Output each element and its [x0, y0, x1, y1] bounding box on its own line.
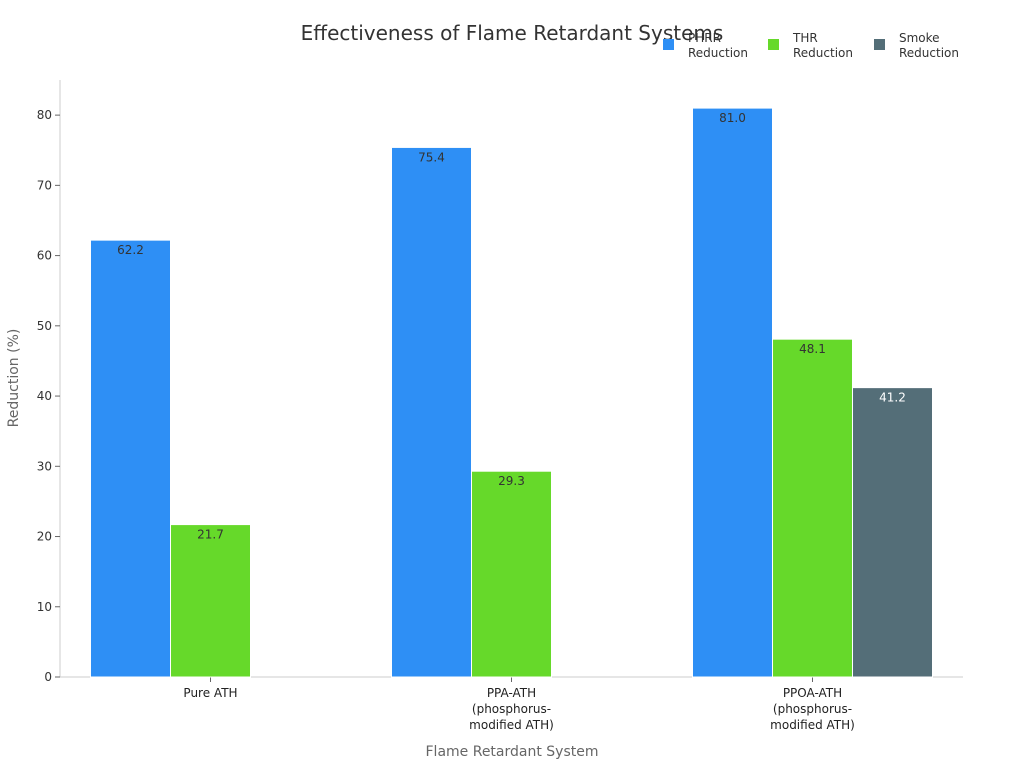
x-tick-label: PPOA-ATH	[783, 686, 842, 700]
x-tick-label: modified ATH)	[469, 718, 554, 732]
bar-value-label: 41.2	[879, 391, 906, 405]
y-tick-label: 50	[37, 319, 52, 333]
legend-swatch	[874, 39, 885, 50]
x-axis-title: Flame Retardant System	[426, 744, 599, 760]
bar-value-label: 62.2	[117, 243, 144, 257]
y-axis-title: Reduction (%)	[6, 329, 22, 428]
y-tick-label: 80	[37, 108, 52, 122]
bar	[391, 146, 472, 678]
legend-swatch	[768, 39, 779, 50]
x-tick-label: PPA-ATH	[487, 686, 536, 700]
axes: 0 10 20 30 40 50 60 70 80 Pure ATH PPA-ATH (phospho…	[37, 80, 963, 732]
legend-label: Smoke	[899, 31, 940, 45]
bar	[772, 338, 853, 678]
bar-value-label: 21.7	[197, 528, 224, 542]
y-tick-label: 20	[37, 530, 52, 544]
bar	[170, 524, 251, 678]
bars-group: 62.2 21.7 75.4 29.3 81.0 48.1 41.2	[90, 107, 933, 678]
y-tick-label: 40	[37, 389, 52, 403]
bar-value-label: 48.1	[799, 342, 826, 356]
legend-label: Reduction	[793, 46, 853, 60]
bar-value-label: 29.3	[498, 474, 525, 488]
bar-value-label: 81.0	[719, 111, 746, 125]
x-tick-label: (phosphorus-	[773, 702, 852, 716]
x-tick-label: modified ATH)	[770, 718, 855, 732]
y-tick-label: 70	[37, 178, 52, 192]
legend-label: Reduction	[688, 46, 748, 60]
bar-value-label: 75.4	[418, 150, 445, 164]
y-tick-label: 10	[37, 600, 52, 614]
bar	[692, 107, 773, 678]
y-tick-label: 60	[37, 249, 52, 263]
chart-title: Effectiveness of Flame Retardant Systems	[301, 21, 724, 45]
y-tick-label: 0	[44, 670, 52, 684]
legend-label: THR	[792, 31, 818, 45]
bar	[90, 239, 171, 678]
bar	[471, 470, 552, 678]
legend-swatch	[663, 39, 674, 50]
legend-label: PHRR	[688, 31, 721, 45]
x-tick-label: Pure ATH	[183, 686, 237, 700]
bar	[852, 387, 933, 678]
legend-label: Reduction	[899, 46, 959, 60]
y-tick-label: 30	[37, 459, 52, 473]
x-tick-label: (phosphorus-	[472, 702, 551, 716]
